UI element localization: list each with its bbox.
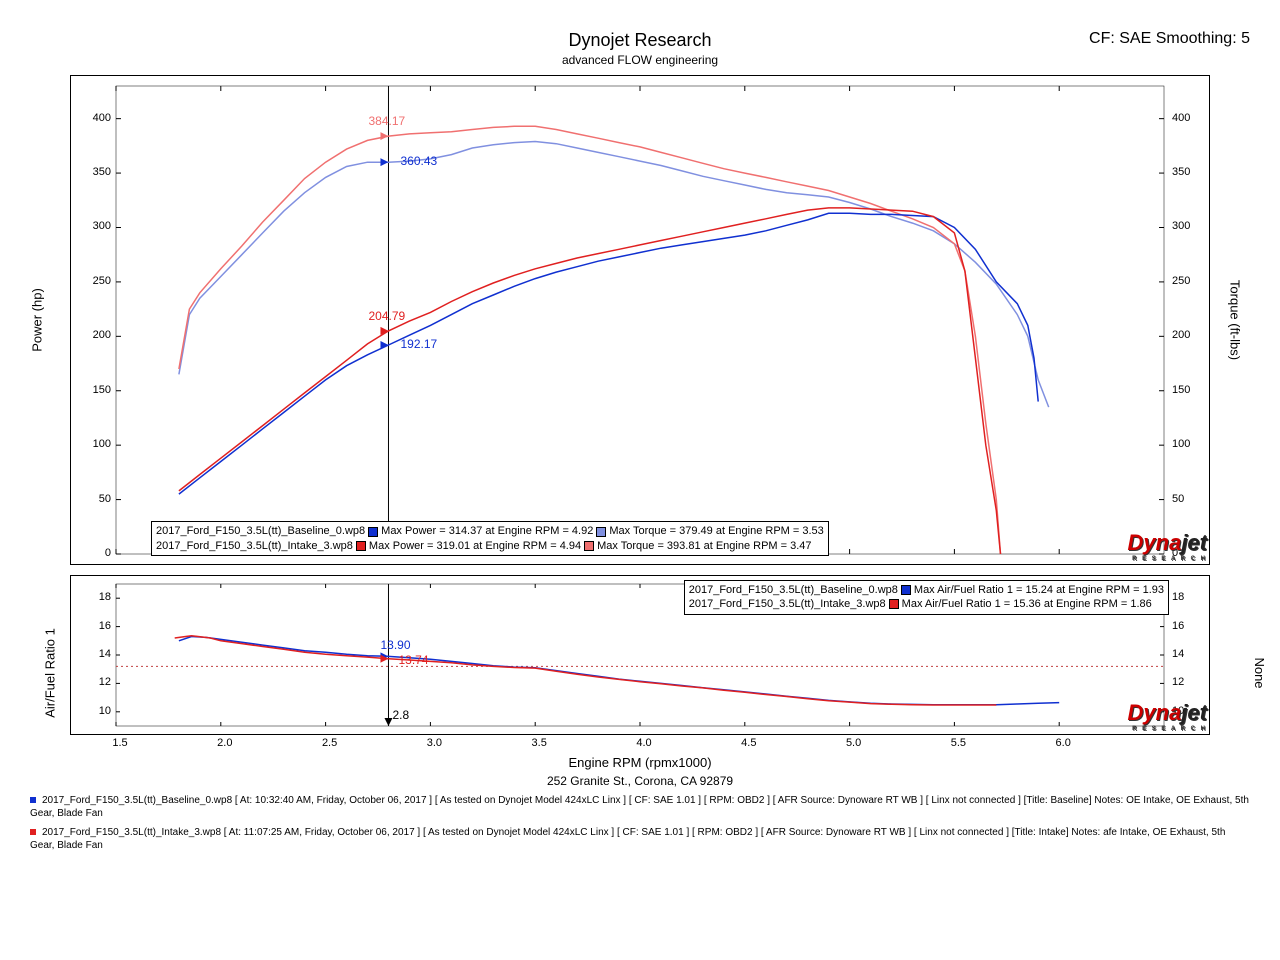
dynojet-logo: Dynajet R E S E A R C H <box>1128 530 1207 562</box>
legend-row: 2017_Ford_F150_3.5L(tt)_Intake_3.wp8Max … <box>689 597 1164 611</box>
axis-label-afr: Air/Fuel Ratio 1 <box>42 628 57 718</box>
footnotes: 2017_Ford_F150_3.5L(tt)_Baseline_0.wp8 [… <box>30 794 1250 852</box>
dynojet-logo: Dynajet R E S E A R C H <box>1128 700 1207 732</box>
cursor-value-label: 204.79 <box>368 309 405 323</box>
xtick: 5.5 <box>943 737 973 749</box>
main-legend: 2017_Ford_F150_3.5L(tt)_Baseline_0.wp8Ma… <box>151 521 829 556</box>
ytick-right: 18 <box>1172 591 1184 603</box>
footnote: 2017_Ford_F150_3.5L(tt)_Baseline_0.wp8 [… <box>30 794 1250 820</box>
ytick-right: 12 <box>1172 676 1184 688</box>
ytick-left: 50 <box>71 493 111 505</box>
ytick-left: 200 <box>71 329 111 341</box>
xtick: 6.0 <box>1048 737 1078 749</box>
cursor-value-label: 13.90 <box>380 638 410 652</box>
axis-label-power: Power (hp) <box>29 288 44 352</box>
cursor-value-label: 360.43 <box>400 154 437 168</box>
footnote: 2017_Ford_F150_3.5L(tt)_Intake_3.wp8 [ A… <box>30 826 1250 852</box>
xtick: 4.5 <box>734 737 764 749</box>
ytick-left: 18 <box>86 591 111 603</box>
ytick-left: 16 <box>86 620 111 632</box>
cursor-value-label: 13.74 <box>398 653 428 667</box>
ytick-right: 14 <box>1172 648 1184 660</box>
xtick: 3.5 <box>524 737 554 749</box>
afr-legend: 2017_Ford_F150_3.5L(tt)_Baseline_0.wp8Ma… <box>684 580 1169 615</box>
ytick-left: 300 <box>71 220 111 232</box>
legend-row: 2017_Ford_F150_3.5L(tt)_Baseline_0.wp8Ma… <box>156 524 824 538</box>
header: Dynojet Research advanced FLOW engineeri… <box>30 30 1250 67</box>
ytick-left: 0 <box>71 547 111 559</box>
axis-label-none: None <box>1252 657 1267 688</box>
ytick-right: 200 <box>1172 329 1190 341</box>
x-ticks: 1.5 2.0 2.5 3.0 3.5 4.0 4.5 5.0 5.5 6.0 <box>70 735 1210 753</box>
afr-chart: 1012141618 1012141618 13.9013.742.8 2017… <box>70 575 1210 735</box>
ytick-left: 350 <box>71 166 111 178</box>
ytick-right: 250 <box>1172 275 1190 287</box>
axis-label-torque: Torque (ft-lbs) <box>1227 280 1242 360</box>
xtick: 5.0 <box>839 737 869 749</box>
cf-smoothing-label: CF: SAE Smoothing: 5 <box>1089 30 1250 48</box>
cursor-value-label: 384.17 <box>368 114 405 128</box>
cursor-value-label: 192.17 <box>400 337 437 351</box>
xtick: 1.5 <box>105 737 135 749</box>
footer-address: 252 Granite St., Corona, CA 92879 <box>30 774 1250 788</box>
ytick-left: 250 <box>71 275 111 287</box>
ytick-left: 100 <box>71 438 111 450</box>
cursor-value-label: 2.8 <box>392 708 409 722</box>
ytick-left: 10 <box>86 705 111 717</box>
ytick-right: 16 <box>1172 620 1184 632</box>
legend-row: 2017_Ford_F150_3.5L(tt)_Intake_3.wp8Max … <box>156 539 824 553</box>
ytick-left: 14 <box>86 648 111 660</box>
xtick: 4.0 <box>629 737 659 749</box>
xtick: 3.0 <box>419 737 449 749</box>
xtick: 2.0 <box>210 737 240 749</box>
ytick-left: 400 <box>71 112 111 124</box>
ytick-right: 350 <box>1172 166 1190 178</box>
ytick-left: 150 <box>71 384 111 396</box>
page-subtitle: advanced FLOW engineering <box>30 53 1250 67</box>
page-title: Dynojet Research <box>30 30 1250 51</box>
ytick-right: 100 <box>1172 438 1190 450</box>
ytick-right: 400 <box>1172 112 1190 124</box>
main-chart-svg <box>71 76 1209 564</box>
legend-row: 2017_Ford_F150_3.5L(tt)_Baseline_0.wp8Ma… <box>689 583 1164 597</box>
ytick-right: 150 <box>1172 384 1190 396</box>
xtick: 2.5 <box>315 737 345 749</box>
x-axis-label: Engine RPM (rpmx1000) <box>70 755 1210 770</box>
ytick-right: 50 <box>1172 493 1184 505</box>
main-chart: 050100150200250300350400 050100150200250… <box>70 75 1210 565</box>
ytick-right: 300 <box>1172 220 1190 232</box>
page-root: Dynojet Research advanced FLOW engineeri… <box>0 0 1280 960</box>
ytick-left: 12 <box>86 676 111 688</box>
